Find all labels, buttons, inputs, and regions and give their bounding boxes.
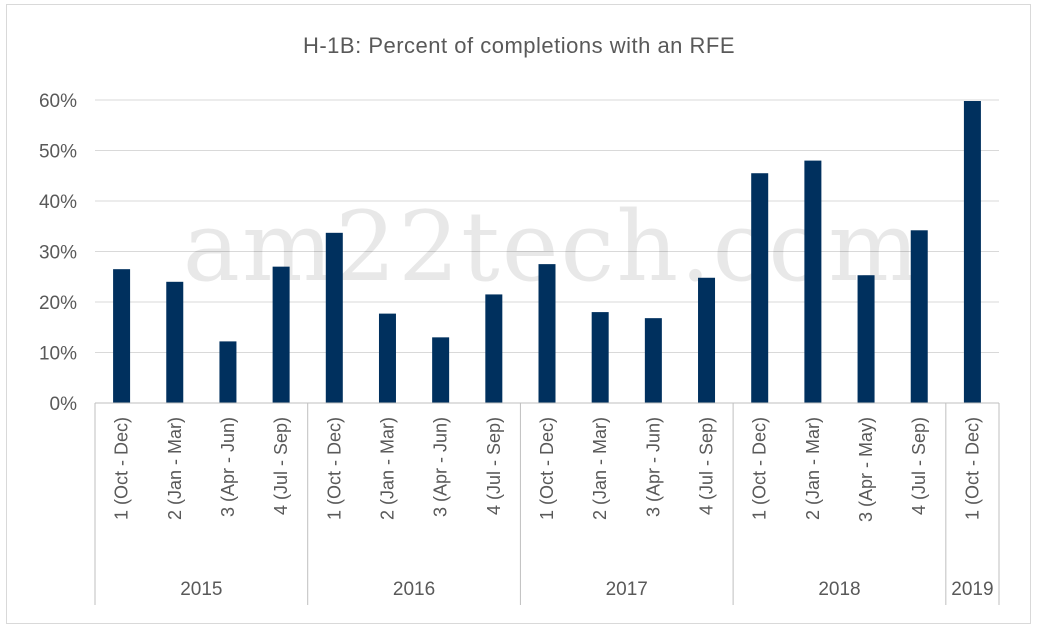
bar xyxy=(698,277,716,403)
x-tick-label: 2 (Jan - Mar) xyxy=(803,417,823,520)
y-tick-label: 40% xyxy=(39,192,77,213)
x-tick-label: 4 (Jul - Sep) xyxy=(697,417,717,515)
bar xyxy=(963,101,981,403)
bar xyxy=(113,269,131,403)
bar xyxy=(857,275,875,403)
bar xyxy=(910,230,928,403)
y-tick-label: 20% xyxy=(39,293,77,314)
bar xyxy=(325,232,343,403)
year-label: 2018 xyxy=(818,579,860,600)
x-tick-label: 3 (Apr - Jun) xyxy=(643,417,663,517)
year-label: 2016 xyxy=(393,579,435,600)
year-label: 2019 xyxy=(951,579,993,600)
x-tick-label: 2 (Jan - Mar) xyxy=(165,417,185,520)
x-tick-label: 4 (Jul - Sep) xyxy=(271,417,291,515)
bar xyxy=(485,294,503,403)
bar xyxy=(378,313,396,403)
bar xyxy=(272,266,290,403)
year-label: 2017 xyxy=(606,579,648,600)
bar xyxy=(804,160,822,403)
x-tick-label: 1 (Oct - Dec) xyxy=(112,417,132,520)
bar xyxy=(432,337,450,403)
x-tick-label: 3 (Apr - Jun) xyxy=(218,417,238,517)
x-tick-label: 3 (Apr - May) xyxy=(856,417,876,522)
year-label: 2015 xyxy=(180,579,222,600)
chart-canvas: H-1B: Percent of completions with an RFE… xyxy=(39,33,1000,605)
x-tick-label: 4 (Jul - Sep) xyxy=(909,417,929,515)
y-tick-label: 0% xyxy=(50,394,78,415)
x-tick-label: 1 (Oct - Dec) xyxy=(962,417,982,520)
x-tick-label: 2 (Jan - Mar) xyxy=(377,417,397,520)
bar xyxy=(644,318,662,403)
chart-title: H-1B: Percent of completions with an RFE xyxy=(303,33,735,58)
x-axis: 1 (Oct - Dec) 2 (Jan - Mar) 3 (Apr - Jun) 4… xyxy=(94,402,1000,605)
bars xyxy=(113,101,981,403)
x-tick-label: 2 (Jan - Mar) xyxy=(590,417,610,520)
bar xyxy=(751,173,769,403)
y-tick-label: 10% xyxy=(39,344,77,365)
bar xyxy=(591,312,609,403)
chart-frame: H-1B: Percent of completions with an RFE… xyxy=(6,4,1031,624)
bar xyxy=(538,264,556,403)
y-axis-ticks: 0% 10% 20% 30% 40% 50% 60% xyxy=(39,91,77,415)
x-tick-label: 1 (Oct - Dec) xyxy=(750,417,770,520)
x-tick-label: 1 (Oct - Dec) xyxy=(537,417,557,520)
x-tick-label: 1 (Oct - Dec) xyxy=(324,417,344,520)
y-tick-label: 30% xyxy=(39,243,77,264)
bar xyxy=(219,341,237,403)
y-tick-label: 50% xyxy=(39,142,77,163)
bar xyxy=(166,281,184,403)
x-tick-label: 4 (Jul - Sep) xyxy=(484,417,504,515)
y-tick-label: 60% xyxy=(39,91,77,112)
x-tick-label: 3 (Apr - Jun) xyxy=(431,417,451,517)
